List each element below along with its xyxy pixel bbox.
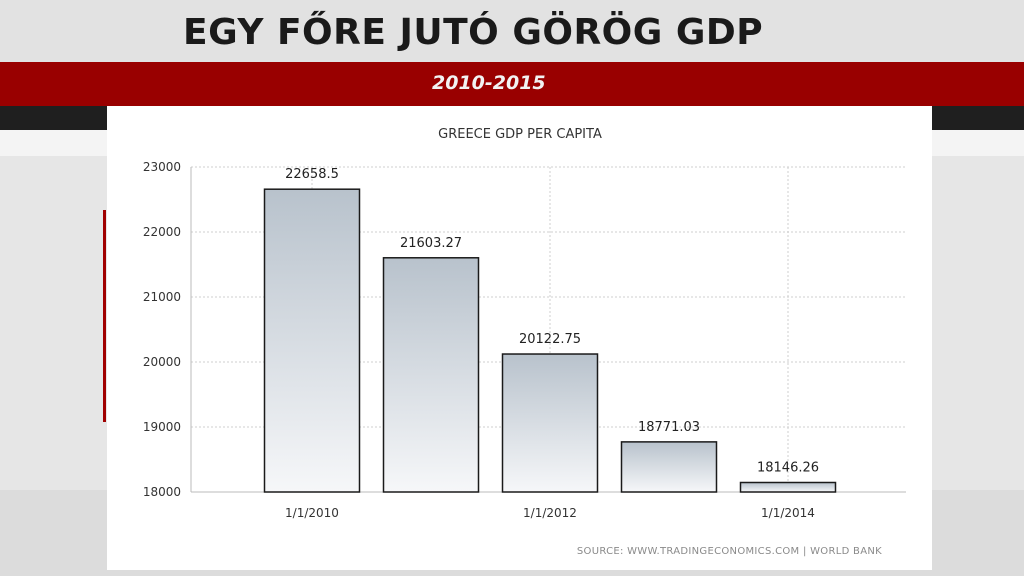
bar-value-label: 18771.03 [638, 420, 700, 435]
bar-value-label: 20122.75 [519, 332, 581, 347]
y-tick-label: 23000 [143, 160, 181, 174]
slide-subtitle: 2010-2015 [432, 72, 546, 94]
x-tick-label: 1/1/2012 [523, 506, 577, 520]
title-band [0, 0, 1024, 62]
bar-2012 [501, 353, 599, 493]
gdp-bar-chart: GREECE GDP PER CAPITA 18000 19000 20000 210… [143, 127, 906, 557]
chart-title: GREECE GDP PER CAPITA [438, 127, 602, 142]
bar-2010 [263, 188, 361, 493]
bar-2013 [620, 441, 718, 493]
x-tick-label: 1/1/2010 [285, 506, 339, 520]
bar-value-label: 22658.5 [285, 167, 339, 182]
slide-title: EGY FŐRE JUTÓ GÖRÖG GDP [183, 12, 764, 53]
subtitle-band [0, 62, 1024, 106]
y-tick-label: 18000 [143, 485, 181, 499]
source-note: SOURCE: WWW.TRADINGECONOMICS.COM | WORLD… [577, 546, 882, 557]
chart-panel: GREECE GDP PER CAPITA 18000 19000 20000 210… [107, 106, 932, 570]
y-tick-label: 19000 [143, 420, 181, 434]
y-tick-label: 20000 [143, 355, 181, 369]
bar-2011 [382, 257, 480, 493]
y-tick-label: 21000 [143, 290, 181, 304]
bar-value-label: 18146.26 [757, 460, 819, 475]
red-accent-line [103, 210, 106, 422]
bar-value-label: 21603.27 [400, 236, 462, 251]
bar-2014 [739, 481, 837, 493]
y-tick-label: 22000 [143, 225, 181, 239]
x-tick-label: 1/1/2014 [761, 506, 815, 520]
